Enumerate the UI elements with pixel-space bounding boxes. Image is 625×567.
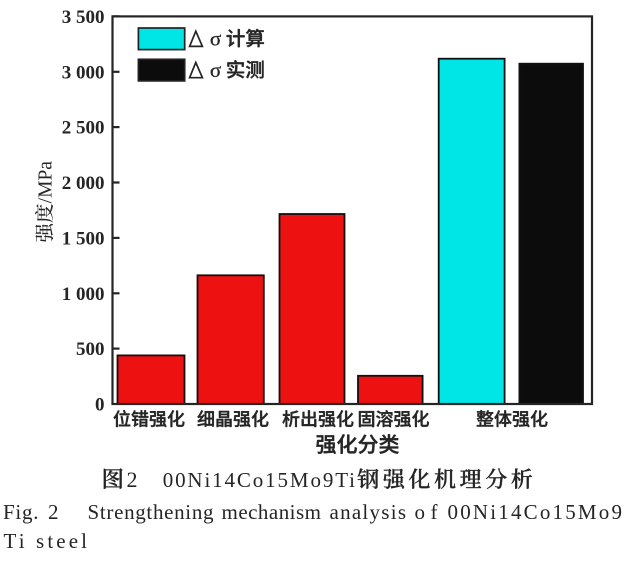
svg-text:0: 0 (95, 395, 105, 416)
svg-text:mechanism: mechanism (222, 500, 322, 524)
svg-text:2: 2 (127, 467, 138, 492)
svg-text:σ: σ (210, 27, 221, 51)
svg-text:analysis: analysis (330, 500, 407, 524)
svg-text:σ: σ (210, 58, 221, 82)
svg-text:Fig.: Fig. (3, 500, 39, 524)
svg-text:1 000: 1 000 (62, 284, 105, 305)
svg-text:1 500: 1 500 (62, 229, 105, 250)
svg-text:3 500: 3 500 (62, 7, 105, 28)
svg-text:/MPa: /MPa (36, 161, 57, 204)
svg-text:Strengthening: Strengthening (88, 500, 215, 524)
svg-text:2 500: 2 500 (62, 118, 105, 139)
svg-text:2 000: 2 000 (62, 173, 105, 194)
svg-text:500: 500 (76, 339, 105, 360)
svg-text:2: 2 (48, 500, 59, 524)
svg-text:00Ni14Co15Mo9Ti: 00Ni14Co15Mo9Ti (163, 468, 355, 492)
svg-text:3 000: 3 000 (62, 62, 105, 83)
svg-text:00Ni14Co15Mo9: 00Ni14Co15Mo9 (448, 500, 623, 524)
